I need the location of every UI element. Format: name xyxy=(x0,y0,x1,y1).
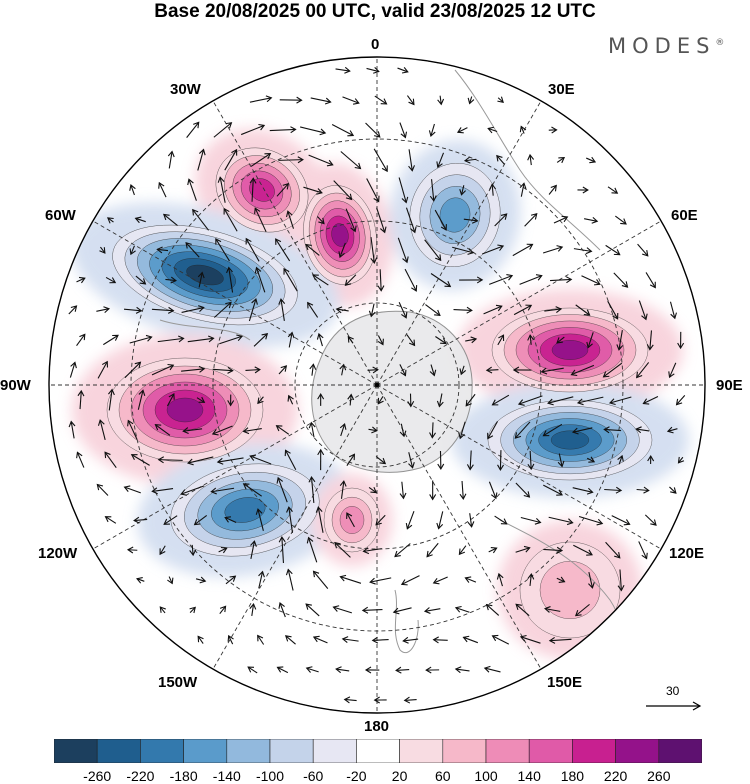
colorbar xyxy=(54,739,702,763)
colorbar-segment xyxy=(572,739,615,763)
colorbar-segment xyxy=(184,739,227,763)
wind-reference-arrow xyxy=(640,684,706,714)
colorbar-tick-label: 20 xyxy=(392,768,408,784)
negative-anomaly-south-of-australia xyxy=(488,400,652,480)
colorbar-segment xyxy=(486,739,529,763)
colorbar-segment xyxy=(443,739,486,763)
positive-anomaly-amundsen xyxy=(107,358,263,462)
antarctica-landmass xyxy=(312,311,472,472)
colorbar-segment xyxy=(54,739,97,763)
colorbar-tick-label: -140 xyxy=(213,768,241,784)
colorbar-segment xyxy=(270,739,313,763)
lon-label-90e: 90E xyxy=(716,377,743,394)
colorbar-segment xyxy=(529,739,572,763)
colorbar-segment xyxy=(313,739,356,763)
lon-label-30e: 30E xyxy=(548,81,575,98)
chart-title: Base 20/08/2025 00 UTC, valid 23/08/2025… xyxy=(0,0,750,24)
colorbar-segment xyxy=(616,739,659,763)
colorbar-tick-label: 260 xyxy=(647,768,670,784)
colorbar-segment xyxy=(356,739,399,763)
colorbar-tick-label: 220 xyxy=(604,768,627,784)
brand-logo: MODES® xyxy=(608,34,724,58)
colorbar-tick-label: -60 xyxy=(303,768,323,784)
lon-label-90w: 90W xyxy=(0,377,31,394)
colorbar-tick-label: 60 xyxy=(435,768,451,784)
lon-label-150e: 150E xyxy=(547,674,582,691)
brand-name: MODES xyxy=(608,34,715,58)
colorbar-tick-label: 180 xyxy=(561,768,584,784)
colorbar-tick-label: -220 xyxy=(126,768,154,784)
colorbar-segment xyxy=(97,739,140,763)
lon-label-120w: 120W xyxy=(38,545,77,562)
lon-label-180: 180 xyxy=(364,718,389,735)
colorbar-tick-label: -180 xyxy=(170,768,198,784)
colorbar-tick-label: -260 xyxy=(83,768,111,784)
colorbar-segment xyxy=(227,739,270,763)
colorbar-tick-label: 140 xyxy=(518,768,541,784)
lon-label-0: 0 xyxy=(371,36,379,53)
lon-label-150w: 150W xyxy=(158,674,197,691)
south-pole-marker xyxy=(375,383,380,388)
lon-label-120e: 120E xyxy=(669,545,704,562)
lon-label-60e: 60E xyxy=(671,207,698,224)
brand-registered-mark: ® xyxy=(715,38,724,48)
positive-anomaly-tasman xyxy=(520,542,620,638)
colorbar-segment xyxy=(659,739,702,763)
positive-anomaly-indian-ocean xyxy=(492,308,648,392)
colorbar-segment xyxy=(400,739,443,763)
colorbar-tick-label: -100 xyxy=(256,768,284,784)
colorbar-tick-label: 100 xyxy=(474,768,497,784)
lon-label-30w: 30W xyxy=(170,81,201,98)
colorbar-tick-label: -20 xyxy=(346,768,366,784)
colorbar-segment xyxy=(140,739,183,763)
lon-label-60w: 60W xyxy=(45,207,76,224)
